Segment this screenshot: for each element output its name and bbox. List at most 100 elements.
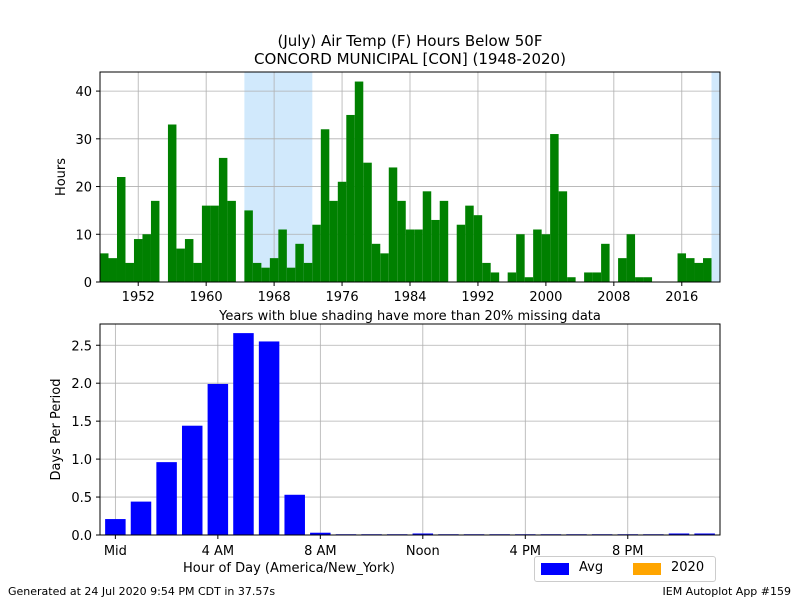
x-tick-label: Mid bbox=[104, 544, 127, 559]
bar bbox=[618, 258, 627, 282]
x-tick-label: 4 PM bbox=[510, 544, 541, 559]
bar bbox=[201, 205, 211, 282]
bar bbox=[142, 234, 151, 282]
bar bbox=[133, 239, 143, 282]
footer-generated-text: Generated at 24 Jul 2020 9:54 PM CDT in … bbox=[8, 585, 276, 598]
y-tick-label: 1.0 bbox=[71, 453, 92, 468]
bar bbox=[524, 277, 534, 282]
y-tick-label: 2.0 bbox=[71, 377, 92, 392]
y-tick-label: 0.5 bbox=[71, 491, 92, 506]
bar bbox=[677, 253, 687, 282]
bar bbox=[456, 224, 466, 282]
bar bbox=[550, 134, 559, 282]
chart-subtitle: CONCORD MUNICIPAL [CON] (1948-2020) bbox=[254, 50, 566, 68]
yearly-hours-chart: 1952 1960 1968 1976 1984 1992 2000 2008 2016 0 10 2… bbox=[54, 71, 721, 305]
x-tick-label: Noon bbox=[406, 544, 440, 559]
bar bbox=[176, 248, 185, 282]
avg-bar bbox=[412, 533, 434, 535]
bar bbox=[278, 229, 287, 282]
bar bbox=[626, 234, 636, 282]
bar bbox=[150, 200, 160, 282]
legend: Avg 2020 bbox=[534, 556, 716, 582]
avg-bar bbox=[310, 532, 331, 535]
bar bbox=[482, 262, 491, 282]
bar bbox=[252, 262, 262, 282]
avg-bar bbox=[130, 501, 152, 535]
y-tick-label: 10 bbox=[75, 228, 92, 243]
bar bbox=[363, 162, 372, 282]
legend-label-avg: Avg bbox=[579, 560, 604, 575]
y-tick-label: 40 bbox=[75, 85, 92, 100]
bar bbox=[354, 81, 364, 282]
bar bbox=[167, 124, 177, 282]
bar bbox=[184, 239, 194, 282]
bar bbox=[439, 200, 449, 282]
bar bbox=[380, 253, 389, 282]
legend-swatch-avg bbox=[541, 563, 569, 575]
avg-bar bbox=[284, 494, 305, 535]
x-tick-label: 2000 bbox=[529, 290, 562, 305]
bar bbox=[100, 253, 109, 282]
bar bbox=[337, 181, 347, 282]
x-tick-label: 2008 bbox=[597, 290, 630, 305]
bar bbox=[541, 234, 551, 282]
x-tick-label: 1960 bbox=[190, 290, 223, 305]
bar bbox=[601, 243, 610, 282]
chart-title: (July) Air Temp (F) Hours Below 50F bbox=[277, 32, 543, 50]
bar bbox=[584, 272, 593, 282]
avg-bar bbox=[156, 462, 177, 535]
bar bbox=[405, 229, 415, 282]
bar bbox=[431, 219, 440, 282]
y-tick-label: 30 bbox=[75, 133, 92, 148]
bar bbox=[108, 258, 117, 282]
avg-bar bbox=[258, 341, 280, 535]
bar bbox=[286, 267, 296, 282]
hourly-days-chart: Mid 4 AM 8 AM Noon 4 PM 8 PM 0.0 0.5 1.0 1.5 2.0 2.… bbox=[49, 323, 721, 559]
missing-data-note: Years with blue shading have more than 2… bbox=[219, 309, 601, 324]
bar bbox=[558, 191, 568, 282]
y-tick-label: 1.5 bbox=[71, 415, 92, 430]
bar bbox=[473, 215, 483, 282]
legend-swatch-2020 bbox=[633, 563, 661, 575]
y-tick-label: 0 bbox=[84, 276, 92, 291]
bar bbox=[227, 200, 236, 282]
bar bbox=[125, 262, 134, 282]
bar bbox=[210, 205, 219, 282]
avg-bar bbox=[105, 519, 126, 535]
missing-data-shade bbox=[711, 72, 720, 282]
x-tick-label: 8 AM bbox=[304, 544, 337, 559]
bar bbox=[295, 243, 304, 282]
bar bbox=[465, 205, 474, 282]
bar bbox=[592, 272, 602, 282]
avg-bar bbox=[694, 533, 715, 535]
bar bbox=[643, 277, 653, 282]
footer-app-text: IEM Autoplot App #159 bbox=[662, 585, 792, 598]
bar bbox=[388, 167, 398, 282]
x-tick-label: 1968 bbox=[258, 290, 291, 305]
x-tick-label: 8 PM bbox=[612, 544, 643, 559]
avg-bar bbox=[207, 383, 229, 535]
y-axis-label: Hours bbox=[54, 158, 69, 196]
bar bbox=[516, 234, 525, 282]
bar bbox=[244, 210, 253, 282]
bar bbox=[694, 262, 704, 282]
x-tick-label: 1992 bbox=[461, 290, 494, 305]
x-tick-label: 1984 bbox=[393, 290, 426, 305]
x-tick-label: 2016 bbox=[665, 290, 698, 305]
x-tick-label: 4 AM bbox=[202, 544, 235, 559]
y-tick-label: 20 bbox=[75, 181, 92, 196]
avg-bar bbox=[668, 533, 690, 535]
bar bbox=[703, 258, 712, 282]
x-tick-label: 1976 bbox=[326, 290, 359, 305]
legend-label-2020: 2020 bbox=[671, 560, 705, 575]
y-tick-label: 0.0 bbox=[71, 529, 92, 544]
bar bbox=[414, 229, 423, 282]
bar bbox=[422, 191, 432, 282]
bar bbox=[686, 258, 695, 282]
bar bbox=[261, 267, 270, 282]
bar bbox=[567, 277, 576, 282]
bar bbox=[533, 229, 542, 282]
bar bbox=[269, 258, 279, 282]
avg-bar bbox=[233, 333, 254, 535]
